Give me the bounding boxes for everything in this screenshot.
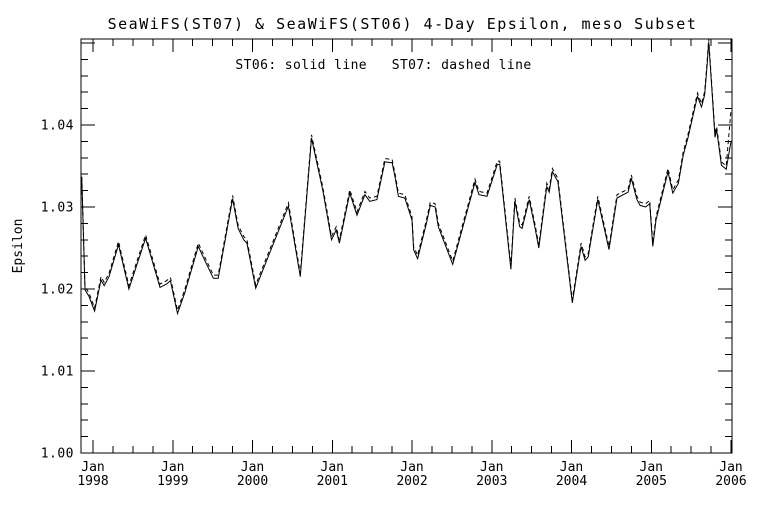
x-tick-label-month: Jan xyxy=(161,460,184,475)
x-tick-label-month: Jan xyxy=(321,460,344,475)
x-tick-label-year: 2003 xyxy=(476,474,507,489)
x-tick-label-year: 1998 xyxy=(77,474,108,489)
plot-border xyxy=(80,38,733,454)
chart-legend: ST06: solid line ST07: dashed line xyxy=(235,58,532,73)
y-axis-title: Epsilon xyxy=(11,219,26,274)
series-st06-solid-line xyxy=(81,42,732,316)
x-tick-label-year: 2006 xyxy=(715,474,746,489)
x-tick-label-month: Jan xyxy=(719,460,742,475)
x-tick-label-month: Jan xyxy=(400,460,423,475)
y-tick-label: 1.00 xyxy=(41,447,74,462)
x-tick-label-year: 1999 xyxy=(157,474,188,489)
y-tick-label: 1.04 xyxy=(41,119,74,134)
x-tick-label-year: 2002 xyxy=(396,474,427,489)
chart-title: SeaWiFS(ST07) & SeaWiFS(ST06) 4-Day Epsi… xyxy=(107,15,698,33)
x-tick-label-year: 2000 xyxy=(237,474,268,489)
y-tick-label: 1.01 xyxy=(41,365,74,380)
x-tick-label-year: 2004 xyxy=(556,474,587,489)
x-tick-label-month: Jan xyxy=(560,460,583,475)
y-tick-label: 1.02 xyxy=(41,283,74,298)
series-st07-dashed-line xyxy=(81,38,732,313)
x-tick-label-year: 2001 xyxy=(317,474,348,489)
x-tick-label-month: Jan xyxy=(480,460,503,475)
x-tick-label-month: Jan xyxy=(640,460,663,475)
x-tick-label-month: Jan xyxy=(81,460,104,475)
y-tick-label: 1.03 xyxy=(41,201,74,216)
x-tick-label-year: 2005 xyxy=(636,474,667,489)
x-tick-label-month: Jan xyxy=(241,460,264,475)
